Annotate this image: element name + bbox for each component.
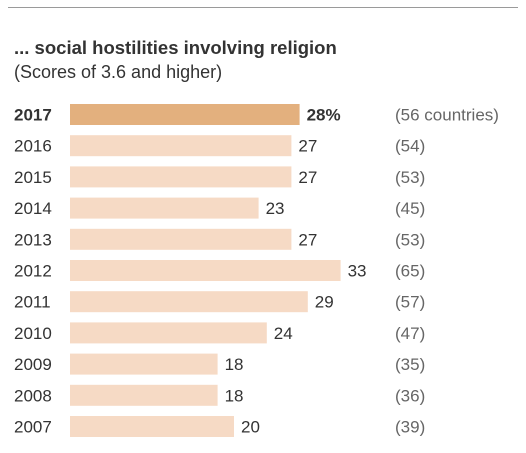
note-label-2017: (56 countries) xyxy=(395,106,499,125)
category-label-2012: 2012 xyxy=(14,262,52,281)
note-label-2009: (35) xyxy=(395,355,425,374)
value-label-2011: 29 xyxy=(315,293,334,312)
bar-2010 xyxy=(70,322,267,344)
chart-title: ... social hostilities involving religio… xyxy=(14,37,337,58)
value-label-2017: 28% xyxy=(307,106,341,125)
note-label-2007: (39) xyxy=(395,418,425,437)
category-label-2014: 2014 xyxy=(14,199,52,218)
category-label-2009: 2009 xyxy=(14,355,52,374)
value-label-2016: 27 xyxy=(298,137,317,156)
bar-2008 xyxy=(70,384,218,406)
note-label-2008: (36) xyxy=(395,386,425,405)
bar-2016 xyxy=(70,135,292,157)
chart-subtitle: (Scores of 3.6 and higher) xyxy=(14,62,223,82)
category-label-2008: 2008 xyxy=(14,386,52,405)
note-label-2013: (53) xyxy=(395,230,425,249)
note-label-2014: (45) xyxy=(395,199,425,218)
value-label-2009: 18 xyxy=(225,355,244,374)
note-label-2016: (54) xyxy=(395,137,425,156)
bar-2011 xyxy=(70,291,308,313)
value-label-2014: 23 xyxy=(266,199,285,218)
category-label-2011: 2011 xyxy=(14,293,51,312)
value-label-2015: 27 xyxy=(298,168,317,187)
category-label-2017: 2017 xyxy=(14,106,52,125)
bar-2015 xyxy=(70,166,292,188)
category-label-2007: 2007 xyxy=(14,418,52,437)
bar-2013 xyxy=(70,228,292,250)
note-label-2015: (53) xyxy=(395,168,425,187)
category-label-2015: 2015 xyxy=(14,168,52,187)
value-label-2008: 18 xyxy=(225,386,244,405)
bar-2014 xyxy=(70,197,259,219)
bar-2007 xyxy=(70,416,234,437)
category-label-2016: 2016 xyxy=(14,137,52,156)
value-label-2010: 24 xyxy=(274,324,293,343)
note-label-2011: (57) xyxy=(395,293,425,312)
bar-2009 xyxy=(70,353,218,375)
value-label-2013: 27 xyxy=(298,230,317,249)
note-label-2010: (47) xyxy=(395,324,425,343)
value-label-2007: 20 xyxy=(241,418,260,437)
top-rule xyxy=(8,7,518,8)
note-label-2012: (65) xyxy=(395,262,425,281)
category-label-2010: 2010 xyxy=(14,324,52,343)
bar-2012 xyxy=(70,260,341,281)
value-label-2012: 33 xyxy=(348,262,367,281)
bar-2017 xyxy=(70,104,300,125)
category-label-2013: 2013 xyxy=(14,230,52,249)
